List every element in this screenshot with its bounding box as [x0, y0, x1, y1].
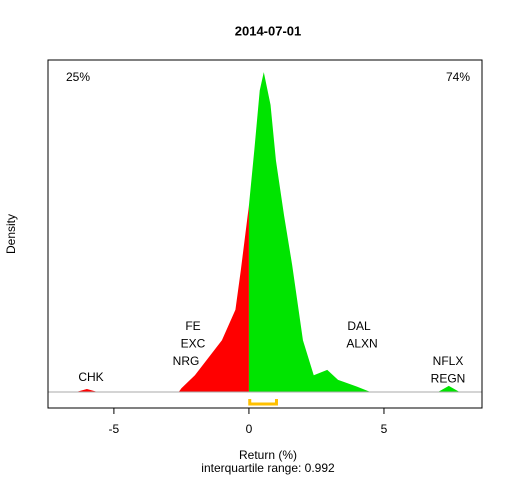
stock-label: FE	[185, 319, 200, 333]
x-tick-label: -5	[109, 422, 120, 436]
stock-label: REGN	[431, 372, 466, 386]
stock-label: ALXN	[346, 337, 377, 351]
stock-label: CHK	[78, 370, 103, 384]
x-axis-label: Return (%)	[239, 448, 297, 462]
stock-label: NFLX	[433, 354, 464, 368]
x-tick-label: 5	[381, 422, 388, 436]
left-share: 25%	[66, 70, 90, 84]
quartile-bracket	[248, 399, 278, 406]
stock-label: EXC	[181, 337, 206, 351]
chart-title: 2014-07-01	[235, 23, 302, 38]
stock-label: NRG	[173, 354, 200, 368]
right-share: 74%	[446, 70, 470, 84]
positive-area	[248, 72, 460, 393]
subtitle: interquartile range: 0.992	[201, 461, 335, 475]
y-axis-label: Density	[4, 214, 18, 254]
x-tick-label: 0	[246, 422, 253, 436]
negative-area	[76, 205, 249, 393]
stock-label: DAL	[347, 319, 371, 333]
plot-frame	[47, 59, 483, 409]
